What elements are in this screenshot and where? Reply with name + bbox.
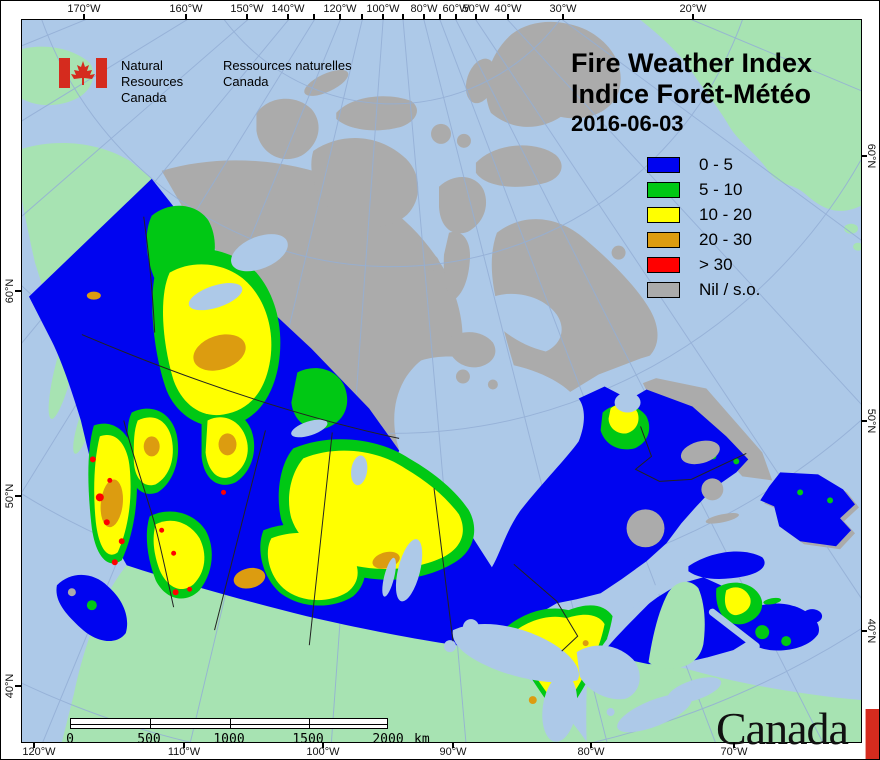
legend-row: > 30 [647,252,760,277]
lake-ontario [667,677,722,703]
legend-label: 0 - 5 [699,154,734,174]
st-lawrence-river [598,548,701,653]
lon-label: 150°W [230,3,264,15]
logo-text-fr: Ressources naturelles Canada [223,58,353,106]
legend-row: 5 - 10 [647,177,760,202]
lon-label: 40°W [494,3,522,15]
lake-michigan [542,674,578,742]
title-en: Fire Weather Index [571,48,813,78]
logo-fr-line1: Ressources naturelles [223,58,352,73]
lon-label: 100°W [366,3,400,15]
wordmark-flag-icon [865,709,879,759]
legend-row: 0 - 5 [647,152,760,177]
scale-tick-0: 0 [66,732,74,747]
lon-label: 140°W [271,3,305,15]
lon-label: 80°W [410,3,438,15]
title-date: 2016-06-03 [571,111,684,136]
lon-label: 90°W [439,746,467,758]
lon-label: 170°W [67,3,101,15]
legend-label: 5 - 10 [699,179,743,199]
lon-label: 60°W [442,3,470,15]
nil-baffin-island [491,219,658,415]
legend: 0 - 5 5 - 10 10 - 20 20 - 30 > 30 Nil / … [647,152,760,302]
fwi-extreme-regions [89,456,227,596]
legend-label: > 30 [699,254,733,274]
legend-label: Nil / s.o. [699,279,761,299]
region-usa-west [61,565,587,742]
logo-fr-line2: Canada [223,74,269,89]
fwi-map-graphic [22,20,861,742]
scale-bar-graphic [70,718,388,729]
canada-wordmark: Canada [716,702,879,759]
hudson-bay-islands [448,332,498,390]
wordmark-text: Canada [716,703,849,754]
legend-swatch-10-20 [647,206,680,223]
legend-row: 20 - 30 [647,227,760,252]
bay-of-fundy [708,608,760,650]
lon-label: 110°W [167,746,201,758]
title-fr: Indice Forêt-Météo [571,79,812,109]
logo-en-line2: Canada [121,90,167,105]
legend-swatch-20-30 [647,231,680,248]
map-title: Fire Weather Index Indice Forêt-Météo 20… [571,48,812,138]
lon-label: 100°W [306,746,340,758]
lon-label: 120°W [22,746,56,758]
lake-erie [617,693,692,733]
scale-unit: km [414,732,430,747]
scale-tick-1500: 1500 [292,732,324,747]
fwi-newfoundland [760,472,856,547]
legend-label: 10 - 20 [699,204,752,224]
lake-huron [576,645,640,700]
lon-label: 160°W [169,3,203,15]
lon-label: 70°W [720,746,748,758]
legend-label: 20 - 30 [699,229,752,249]
region-usa-maine [648,581,705,669]
lon-label: 80°W [577,746,605,758]
legend-swatch-nil [647,281,680,298]
scale-bar: 0 500 1000 1500 2000 km [66,718,430,747]
nil-inland-patches [67,440,739,597]
legend-row: Nil / s.o. [647,277,760,302]
lon-label: 50°W [462,3,490,15]
logo-en-line1: Natural Resources [121,58,184,89]
admin-borders [81,216,747,652]
legend-swatch-over-30 [647,256,680,273]
legend-row: 10 - 20 [647,202,760,227]
nrcan-logo: Natural Resources Canada Ressources natu… [59,58,353,106]
ungava-bay [614,392,641,413]
logo-text-en: Natural Resources Canada [121,58,207,106]
legend-swatch-0-5 [647,156,680,173]
lon-label: 20°W [679,3,707,15]
lon-label: 30°W [549,3,577,15]
lake-superior [452,624,579,683]
canada-flag-icon [59,58,107,88]
map-canvas: Natural Resources Canada Ressources natu… [21,19,879,759]
lon-label: 120°W [323,3,357,15]
legend-swatch-5-10 [647,181,680,198]
lakes [188,234,722,742]
scale-tick-500: 500 [137,732,161,747]
scale-tick-1000: 1000 [213,732,245,747]
scale-tick-2000: 2000 [372,732,404,747]
